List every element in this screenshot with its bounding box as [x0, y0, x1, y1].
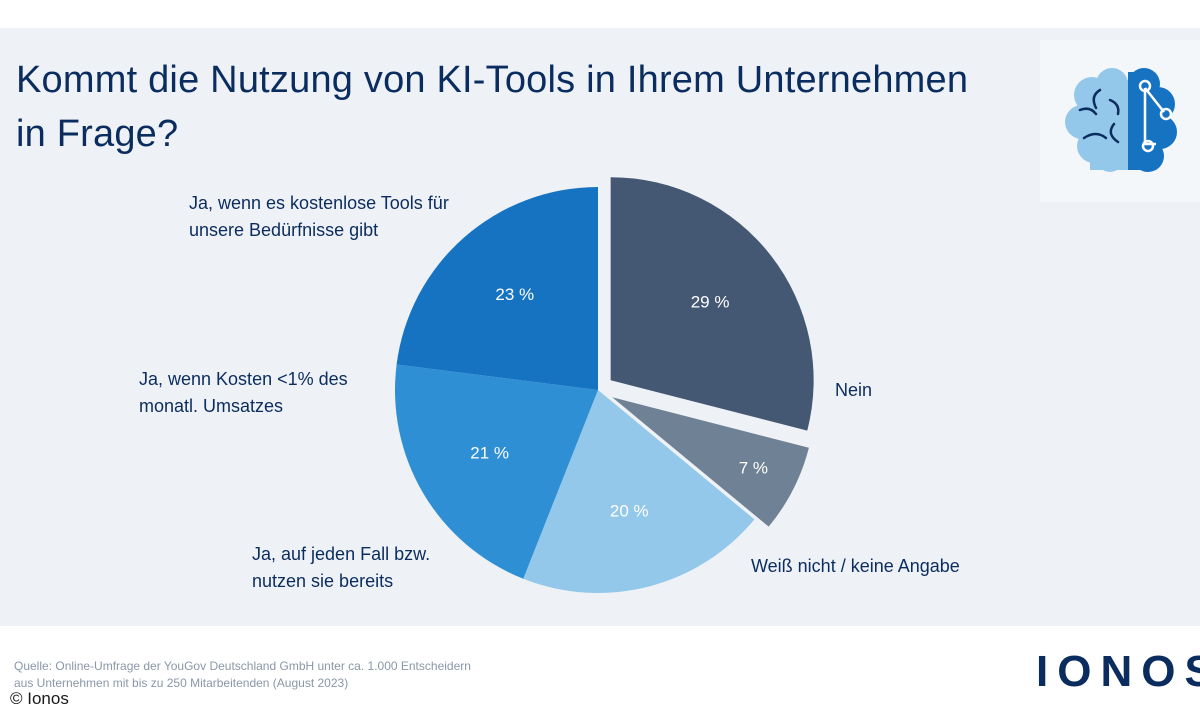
label-ja-kosten: Ja, wenn Kosten <1% des monatl. Umsatzes [139, 369, 348, 416]
label-ja-auf-jeden-fall: Ja, auf jeden Fall bzw. nutzen sie berei… [252, 544, 431, 591]
ai-brain-icon [1065, 68, 1177, 172]
label-ja-kostenlos: Ja, wenn es kostenlose Tools für unsere … [189, 193, 449, 240]
source-note: Quelle: Online-Umfrage der YouGov Deutsc… [14, 659, 471, 690]
copyright: © Ionos [10, 689, 69, 708]
value-label-1: 7 % [739, 459, 768, 478]
pie-slice-3 [395, 364, 598, 579]
pie-slice-2 [523, 390, 755, 593]
value-label-4: 23 % [495, 285, 534, 304]
icon-box [1040, 40, 1200, 202]
brand-logo: IONOS [1036, 647, 1200, 696]
label-nein: Nein [835, 380, 873, 400]
pie-slice-4 [396, 187, 598, 390]
pie-slice-1 [612, 397, 809, 527]
page-title: Kommt die Nutzung von KI-Tools in Ihrem … [16, 59, 969, 155]
label-weiss-nicht: Weiß nicht / keine Angabe [751, 556, 960, 576]
pie-slice-0 [610, 177, 814, 431]
value-label-2: 20 % [610, 501, 649, 520]
value-label-3: 21 % [470, 444, 509, 463]
value-label-0: 29 % [691, 293, 730, 312]
